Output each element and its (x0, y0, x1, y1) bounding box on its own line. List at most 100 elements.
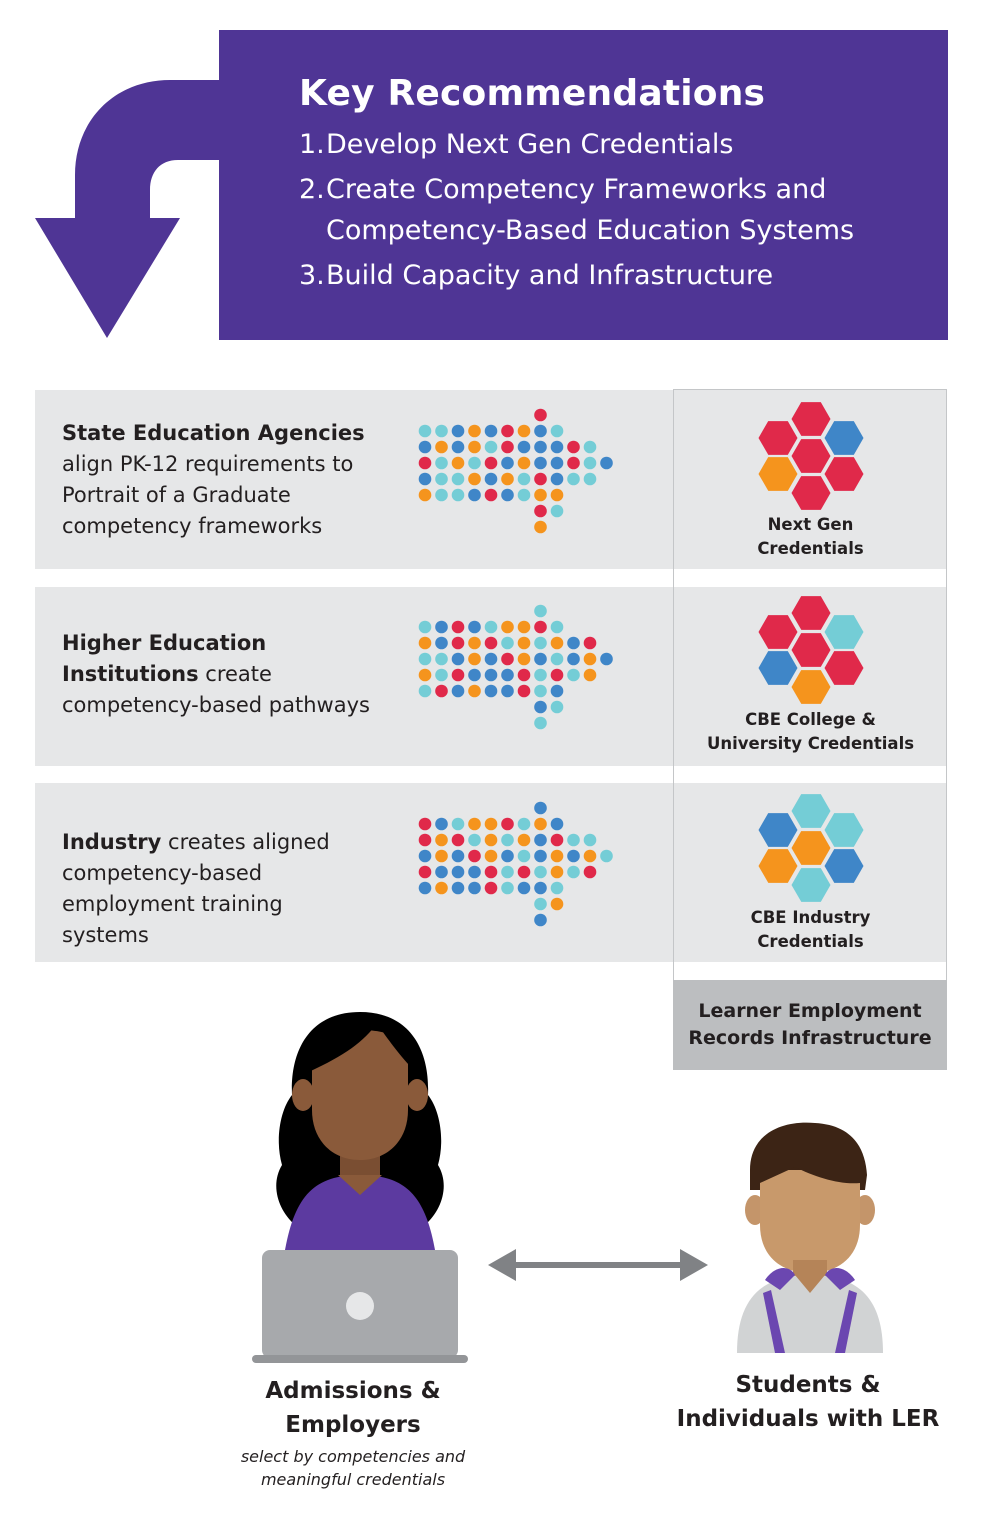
hexagon (758, 421, 797, 455)
arrow-dot (550, 700, 564, 714)
key-recommendations-title: Key Recommendations (299, 73, 766, 114)
arrow-dot (451, 833, 465, 847)
arrow-dot (583, 472, 597, 486)
arrow-dot (517, 833, 531, 847)
recommendation-number: 2. (299, 174, 325, 205)
arrow-dot (600, 849, 613, 863)
hexagon (824, 457, 863, 491)
arrow-dot (550, 472, 564, 486)
recommendation-text: Create Competency Frameworks and Compete… (326, 174, 855, 246)
arrow-dot (468, 620, 481, 634)
arrow-dot (517, 488, 531, 502)
arrow-dot (583, 833, 597, 847)
arrow-dot (484, 817, 498, 831)
arrow-dot (550, 504, 564, 518)
arrow-dot (534, 488, 547, 502)
arrow-dot (468, 440, 481, 454)
arrow-dot (468, 865, 481, 879)
arrow-dot (468, 456, 481, 470)
arrow-dot (501, 424, 514, 438)
arrow-dot (517, 668, 531, 682)
arrow-dot (435, 456, 448, 470)
arrow-dot (451, 684, 465, 698)
hexagon (758, 615, 797, 649)
arrow-dot (501, 881, 514, 895)
hexagon (791, 670, 830, 704)
arrow-dot (468, 668, 481, 682)
recommendation-number: 3. (299, 260, 325, 291)
arrow-dot (501, 668, 514, 682)
arrow-dot (468, 881, 481, 895)
arrow-dot (534, 913, 547, 927)
arrow-dot (451, 456, 465, 470)
arrow-dot (451, 668, 465, 682)
arrow-dot (534, 700, 547, 714)
hexagon (824, 813, 863, 847)
arrow-dot (567, 668, 580, 682)
arrow-dot (534, 668, 547, 682)
arrow-dot (550, 620, 564, 634)
arrow-dot (501, 684, 514, 698)
arrow-dot (418, 849, 432, 863)
dot-arrow-state (418, 408, 613, 534)
arrow-dot (435, 668, 448, 682)
arrow-dot (435, 881, 448, 895)
hexagon (791, 439, 830, 473)
arrow-dot (468, 636, 481, 650)
arrow-dot (484, 849, 498, 863)
recommendation-item: 1. Develop Next Gen Credentials (299, 124, 948, 165)
ler-infrastructure-box: Learner Employment Records Infrastructur… (673, 980, 947, 1070)
row-actor: State Education Agencies (62, 421, 365, 445)
arrow-dot (468, 849, 481, 863)
arrow-dot (583, 668, 597, 682)
arrow-dot (451, 488, 465, 502)
arrow-dot (484, 472, 498, 486)
credential-label: CBE Industry Credentials (750, 908, 871, 951)
arrow-dot (451, 424, 465, 438)
key-recommendations-list: 1. Develop Next Gen Credentials 2. Creat… (299, 124, 948, 296)
arrow-dot (484, 620, 498, 634)
hexagon (791, 476, 830, 510)
arrow-dot (468, 817, 481, 831)
arrow-dot (534, 817, 547, 831)
arrow-dot (517, 456, 531, 470)
arrow-dot (418, 636, 432, 650)
student-person-icon (737, 1122, 883, 1353)
students-label: Students & Individuals with LER (676, 1372, 940, 1432)
hexagon-cluster-icon (758, 402, 863, 510)
arrow-dot (567, 652, 580, 666)
arrow-dot (435, 424, 448, 438)
arrow-dot (534, 636, 547, 650)
arrow-dot (550, 424, 564, 438)
row-text-industry: Industry creates aligned competency-base… (62, 827, 372, 951)
arrow-dot (451, 652, 465, 666)
arrow-dot (435, 488, 448, 502)
arrow-dot (501, 456, 514, 470)
arrow-dot (567, 440, 580, 454)
arrow-dot (550, 440, 564, 454)
dot-arrow-industry (418, 801, 613, 927)
hexagon (758, 457, 797, 491)
hexagon (758, 813, 797, 847)
arrow-dot (451, 472, 465, 486)
arrow-dot (418, 684, 432, 698)
double-arrow-icon (488, 1249, 708, 1281)
recommendation-item: 2. Create Competency Frameworks and Comp… (299, 169, 948, 251)
arrow-dot (418, 424, 432, 438)
arrow-dot (534, 520, 547, 534)
arrow-dot (583, 636, 597, 650)
arrow-dot (501, 488, 514, 502)
arrow-dot (583, 865, 597, 879)
arrow-dot (534, 881, 547, 895)
arrow-dot (435, 620, 448, 634)
arrow-dot (567, 456, 580, 470)
arrow-dot (550, 652, 564, 666)
arrow-dot (567, 849, 580, 863)
arrow-dot (451, 620, 465, 634)
arrow-dot (517, 636, 531, 650)
arrow-dot (501, 652, 514, 666)
arrow-dot (534, 801, 547, 815)
arrow-dot (468, 424, 481, 438)
arrow-dot (550, 636, 564, 650)
arrow-dot (451, 817, 465, 831)
